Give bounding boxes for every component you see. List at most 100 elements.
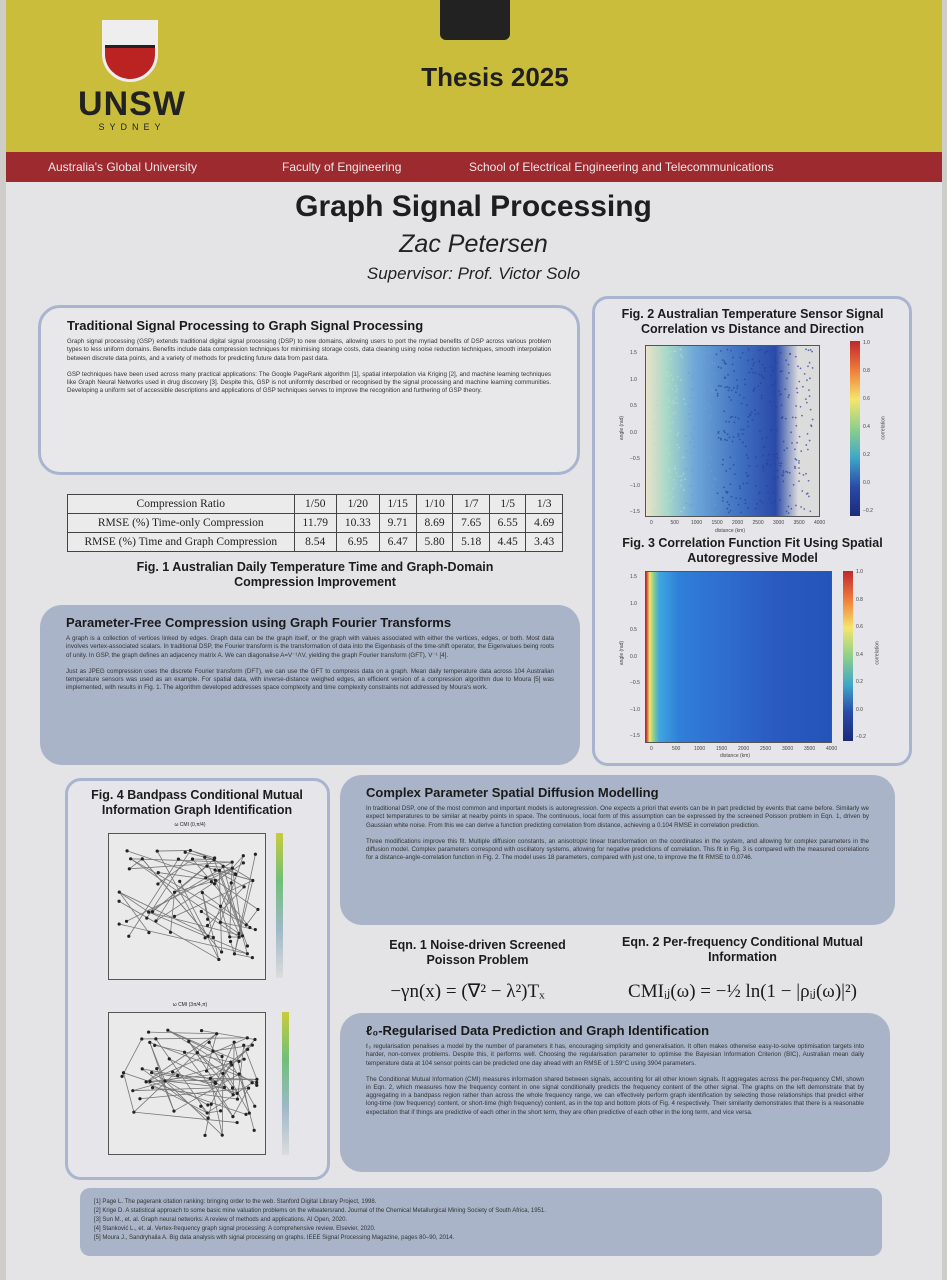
diffusion-paragraph: In traditional DSP, one of the most comm… bbox=[366, 805, 869, 829]
graph-edge bbox=[213, 859, 236, 875]
fig1-caption: Fig. 1 Australian Daily Temperature Time… bbox=[136, 560, 494, 589]
fig2-point bbox=[654, 472, 657, 475]
fig2-point bbox=[702, 500, 705, 503]
fig2-colorbar-label: correlation bbox=[880, 416, 887, 440]
fig2-point bbox=[676, 388, 678, 390]
fig2-colorbar-tick: 0.4 bbox=[863, 424, 870, 430]
fig2-y-tick: −1.5 bbox=[630, 509, 640, 515]
graph-node bbox=[187, 1039, 191, 1043]
fig2-point bbox=[725, 362, 727, 365]
fig2-point bbox=[736, 387, 739, 390]
fig2-point bbox=[786, 471, 789, 474]
graph-edge bbox=[174, 880, 253, 917]
graph-node bbox=[203, 855, 207, 859]
fig2-point bbox=[801, 385, 804, 388]
affiliation-school: School of Electrical Engineering and Tel… bbox=[469, 160, 774, 174]
fig2-point bbox=[769, 400, 771, 403]
fig2-point bbox=[657, 448, 660, 451]
fig2-point bbox=[804, 398, 807, 400]
fig3-x-tick: 0 bbox=[650, 746, 653, 752]
graph-node bbox=[176, 1073, 180, 1078]
fig2-point bbox=[726, 386, 729, 388]
fig2-point bbox=[725, 470, 728, 472]
fig2-point bbox=[717, 432, 720, 435]
affiliation-bar: Australia's Global University Faculty of… bbox=[6, 152, 942, 182]
fig2-colorbar bbox=[850, 341, 860, 516]
fig2-point bbox=[716, 392, 719, 395]
fig2-point bbox=[704, 407, 707, 409]
fig2-point bbox=[753, 387, 756, 390]
fig2-y-tick: 0.5 bbox=[630, 403, 637, 409]
fig2-point bbox=[674, 385, 677, 387]
fig2-point bbox=[660, 416, 663, 418]
fig2-point bbox=[803, 508, 806, 510]
fig3-y-tick: −1.0 bbox=[630, 706, 640, 713]
fig2-point bbox=[695, 387, 698, 389]
fig2-point bbox=[750, 411, 753, 414]
fig2-point bbox=[747, 474, 750, 477]
graph-edge bbox=[118, 891, 150, 933]
fig2-point bbox=[667, 429, 670, 432]
eqn2-formula: CMIᵢⱼ(ω) = −½ ln(1 − |ρᵢⱼ(ω)|²) bbox=[628, 981, 857, 1002]
fig2-point bbox=[796, 387, 798, 390]
fig2-point bbox=[720, 350, 722, 352]
fig2-point bbox=[654, 404, 657, 407]
fig2-point bbox=[696, 480, 699, 483]
fig2-point bbox=[772, 453, 775, 456]
table-cell: 10.33 bbox=[335, 513, 380, 533]
table-cell: 6.95 bbox=[335, 532, 380, 552]
fig2-point bbox=[667, 406, 670, 409]
graph-node bbox=[232, 952, 237, 956]
unsw-logo-sub: SYDNEY bbox=[98, 122, 166, 132]
graph-node bbox=[246, 1047, 250, 1051]
graph-edge bbox=[152, 1087, 238, 1100]
graph-node bbox=[144, 1080, 148, 1084]
fig2-point bbox=[799, 405, 802, 408]
fig2-point bbox=[763, 370, 766, 372]
fig2-point bbox=[708, 351, 711, 353]
fig2-point bbox=[675, 390, 677, 393]
graph-node bbox=[190, 857, 195, 861]
fig2-point bbox=[746, 420, 749, 423]
graph-node bbox=[132, 1110, 136, 1114]
fig2-point bbox=[760, 394, 763, 397]
fig2-point bbox=[671, 388, 674, 391]
fig2-point bbox=[760, 374, 763, 376]
graph-node bbox=[150, 1086, 155, 1090]
author: Zac Petersen bbox=[399, 230, 548, 258]
eqn1-formula: −γn(x) = (∇² − λ²)Tₓ bbox=[390, 981, 545, 1002]
fig2-point bbox=[657, 502, 660, 505]
fig2-point bbox=[778, 394, 781, 396]
fig2-point bbox=[807, 479, 810, 482]
graph-edge bbox=[119, 891, 149, 913]
graph-edge bbox=[184, 1051, 234, 1117]
fig3-x-tick: 1000 bbox=[694, 746, 706, 752]
graph-node bbox=[209, 880, 214, 884]
graph-edge bbox=[206, 865, 233, 869]
fig2-point bbox=[710, 470, 713, 472]
graph-edge bbox=[222, 1049, 248, 1074]
fig2-point bbox=[747, 425, 749, 428]
fig2-point bbox=[776, 452, 779, 455]
fig2-point bbox=[784, 417, 787, 420]
fig2-point bbox=[697, 501, 699, 504]
graph-node bbox=[237, 1059, 241, 1063]
fig2-point bbox=[663, 368, 666, 371]
fig2-point bbox=[708, 416, 710, 419]
fig2-point bbox=[779, 370, 782, 373]
graph-node bbox=[129, 857, 133, 861]
graph-edge bbox=[149, 1041, 257, 1083]
fig2-point bbox=[780, 462, 783, 465]
fig2-point bbox=[708, 386, 711, 389]
fig2-point bbox=[667, 398, 670, 401]
fig2-point bbox=[690, 432, 692, 434]
graph-node bbox=[206, 917, 210, 921]
graph-node bbox=[172, 1109, 176, 1113]
fig2-point bbox=[772, 391, 775, 393]
fig2-points bbox=[653, 348, 814, 515]
fig2-point bbox=[795, 424, 798, 427]
fig2-point bbox=[735, 497, 738, 500]
fig2-point bbox=[801, 490, 804, 492]
fig2-point bbox=[680, 479, 683, 482]
graph-edge bbox=[133, 1111, 238, 1123]
